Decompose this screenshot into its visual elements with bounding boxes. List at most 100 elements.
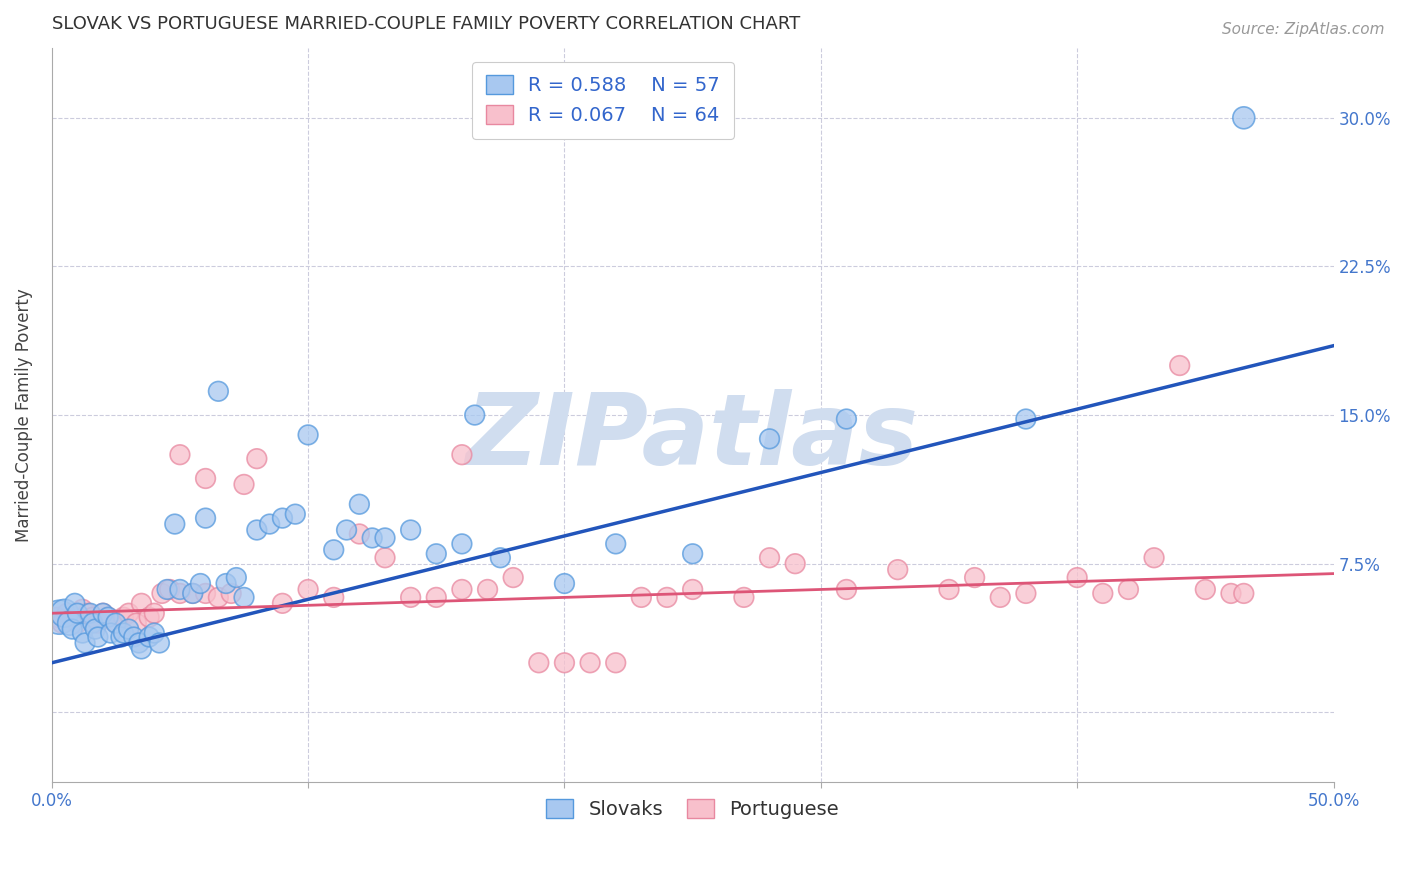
Point [938, 582, 960, 597]
Point [169, 586, 191, 600]
Point [758, 432, 780, 446]
Point [1091, 586, 1114, 600]
Point [886, 563, 908, 577]
Point [271, 596, 294, 610]
Point [169, 448, 191, 462]
Point [53, 606, 76, 620]
Y-axis label: Married-Couple Family Poverty: Married-Couple Family Poverty [15, 288, 32, 542]
Point [194, 471, 217, 485]
Point [399, 523, 422, 537]
Point [1220, 586, 1243, 600]
Point [118, 606, 141, 620]
Point [322, 591, 344, 605]
Point [138, 630, 160, 644]
Point [143, 626, 166, 640]
Point [502, 570, 524, 584]
Point [835, 582, 858, 597]
Point [156, 582, 179, 597]
Point [150, 586, 173, 600]
Point [207, 591, 229, 605]
Point [79, 606, 101, 620]
Point [682, 547, 704, 561]
Point [335, 523, 357, 537]
Point [63, 596, 86, 610]
Point [112, 610, 135, 624]
Point [219, 586, 242, 600]
Point [45, 610, 67, 624]
Point [97, 610, 120, 624]
Point [66, 616, 89, 631]
Point [1066, 570, 1088, 584]
Point [82, 616, 104, 631]
Point [605, 656, 627, 670]
Point [682, 582, 704, 597]
Point [605, 537, 627, 551]
Point [128, 636, 150, 650]
Point [112, 626, 135, 640]
Point [1233, 111, 1256, 125]
Point [122, 630, 145, 644]
Point [361, 531, 384, 545]
Point [131, 641, 153, 656]
Point [131, 596, 153, 610]
Point [451, 582, 474, 597]
Point [159, 582, 181, 597]
Point [97, 610, 120, 624]
Point [104, 616, 127, 631]
Point [181, 586, 204, 600]
Point [451, 448, 474, 462]
Point [733, 591, 755, 605]
Point [758, 550, 780, 565]
Point [1194, 582, 1216, 597]
Point [51, 616, 73, 631]
Point [297, 582, 319, 597]
Point [56, 606, 79, 620]
Text: Source: ZipAtlas.com: Source: ZipAtlas.com [1222, 22, 1385, 37]
Point [59, 616, 82, 631]
Point [207, 384, 229, 399]
Point [163, 517, 186, 532]
Point [110, 630, 132, 644]
Point [374, 531, 396, 545]
Point [48, 610, 70, 624]
Point [75, 636, 97, 650]
Point [1233, 586, 1256, 600]
Point [259, 517, 281, 532]
Point [425, 547, 447, 561]
Point [60, 610, 83, 624]
Point [125, 616, 148, 631]
Point [246, 451, 269, 466]
Point [194, 511, 217, 525]
Point [630, 591, 652, 605]
Point [464, 408, 486, 422]
Point [553, 656, 575, 670]
Point [451, 537, 474, 551]
Point [489, 550, 512, 565]
Point [271, 511, 294, 525]
Point [138, 610, 160, 624]
Point [785, 557, 807, 571]
Point [284, 507, 307, 521]
Point [477, 582, 499, 597]
Point [527, 656, 550, 670]
Point [87, 616, 110, 631]
Point [143, 606, 166, 620]
Point [148, 636, 170, 650]
Point [579, 656, 602, 670]
Point [1015, 586, 1038, 600]
Point [233, 591, 256, 605]
Point [100, 626, 122, 640]
Point [553, 576, 575, 591]
Point [322, 542, 344, 557]
Point [349, 527, 371, 541]
Point [349, 497, 371, 511]
Text: SLOVAK VS PORTUGUESE MARRIED-COUPLE FAMILY POVERTY CORRELATION CHART: SLOVAK VS PORTUGUESE MARRIED-COUPLE FAMI… [52, 15, 800, 33]
Point [1143, 550, 1166, 565]
Point [104, 616, 127, 631]
Text: ZIPatlas: ZIPatlas [465, 389, 920, 485]
Point [1015, 412, 1038, 426]
Point [82, 610, 104, 624]
Point [655, 591, 678, 605]
Point [84, 622, 107, 636]
Point [194, 586, 217, 600]
